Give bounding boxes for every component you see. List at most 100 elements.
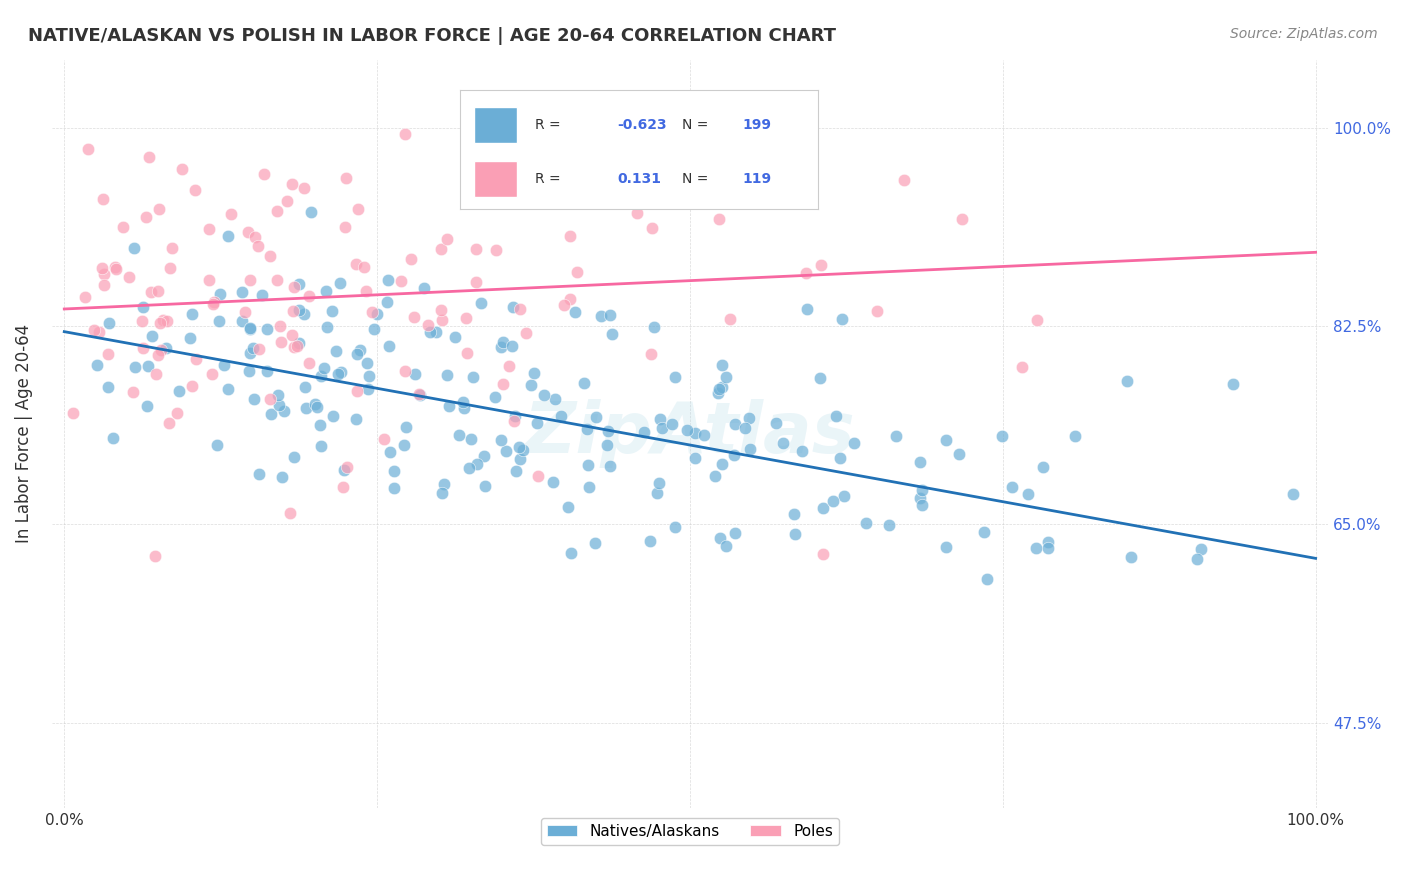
Point: [395, 419, 418, 434]
Point: [214, 359, 236, 373]
Point: [267, 398, 290, 412]
Point: [239, 345, 262, 359]
Point: [382, 464, 405, 478]
Point: [366, 307, 388, 321]
Legend: Natives/Alaskans, Poles: Natives/Alaskans, Poles: [541, 818, 839, 845]
Point: [1119, 550, 1142, 565]
Point: [825, 409, 848, 423]
Point: [298, 289, 321, 303]
Point: [246, 239, 269, 253]
Point: [149, 316, 172, 330]
Point: [811, 547, 834, 561]
Point: [1032, 459, 1054, 474]
Point: [734, 421, 756, 435]
Point: [62, 406, 84, 420]
Point: [596, 438, 619, 452]
Point: [143, 549, 166, 564]
Point: [217, 382, 239, 396]
Point: [711, 358, 734, 372]
Point: [1025, 541, 1047, 555]
Point: [156, 313, 179, 327]
Point: [292, 307, 315, 321]
Point: [346, 347, 368, 361]
Point: [288, 302, 311, 317]
Point: [198, 273, 221, 287]
Point: [138, 150, 160, 164]
Point: [267, 387, 290, 401]
Point: [765, 416, 787, 430]
Point: [344, 412, 367, 426]
Point: [266, 203, 288, 218]
Point: [382, 482, 405, 496]
Point: [256, 322, 278, 336]
Point: [112, 220, 135, 235]
Point: [1036, 535, 1059, 549]
Point: [884, 429, 907, 443]
Y-axis label: In Labor Force | Age 20-64: In Labor Force | Age 20-64: [15, 324, 32, 543]
Point: [90, 260, 112, 275]
Point: [433, 476, 456, 491]
Point: [266, 272, 288, 286]
Point: [724, 526, 747, 541]
Point: [309, 369, 332, 384]
Point: [527, 468, 550, 483]
Point: [285, 339, 308, 353]
Point: [821, 494, 844, 508]
Point: [208, 314, 231, 328]
Point: [844, 435, 866, 450]
Point: [740, 442, 762, 456]
Point: [260, 408, 283, 422]
Point: [280, 177, 302, 191]
Point: [557, 500, 579, 514]
Point: [599, 459, 621, 474]
Point: [704, 468, 727, 483]
Point: [132, 341, 155, 355]
Point: [1063, 429, 1085, 443]
Point: [141, 285, 163, 299]
Point: [357, 382, 380, 396]
Point: [741, 194, 763, 209]
Point: [508, 440, 530, 454]
Point: [238, 364, 260, 378]
Point: [796, 301, 818, 316]
Point: [711, 457, 734, 471]
Point: [1017, 487, 1039, 501]
Point: [651, 421, 673, 435]
Point: [509, 301, 531, 316]
Point: [283, 279, 305, 293]
Point: [664, 519, 686, 533]
Point: [170, 162, 193, 177]
Point: [162, 241, 184, 255]
Point: [564, 305, 586, 319]
Point: [97, 316, 120, 330]
Point: [408, 386, 430, 401]
Point: [447, 428, 470, 442]
Point: [523, 366, 546, 380]
Point: [197, 222, 219, 236]
Point: [526, 417, 548, 431]
Point: [866, 304, 889, 318]
Point: [718, 312, 741, 326]
Point: [520, 378, 543, 392]
Point: [304, 397, 326, 411]
Point: [377, 294, 399, 309]
Point: [792, 444, 814, 458]
Point: [132, 300, 155, 314]
Point: [399, 252, 422, 267]
Point: [436, 232, 458, 246]
Point: [413, 280, 436, 294]
Point: [179, 330, 201, 344]
Point: [911, 483, 934, 497]
Point: [576, 458, 599, 472]
Point: [910, 491, 932, 506]
Point: [908, 455, 931, 469]
Point: [1011, 359, 1033, 374]
Point: [363, 322, 385, 336]
Point: [553, 298, 575, 312]
Point: [259, 250, 281, 264]
Point: [707, 385, 730, 400]
Point: [641, 220, 664, 235]
Point: [380, 444, 402, 458]
Point: [1282, 486, 1305, 500]
Point: [145, 367, 167, 381]
